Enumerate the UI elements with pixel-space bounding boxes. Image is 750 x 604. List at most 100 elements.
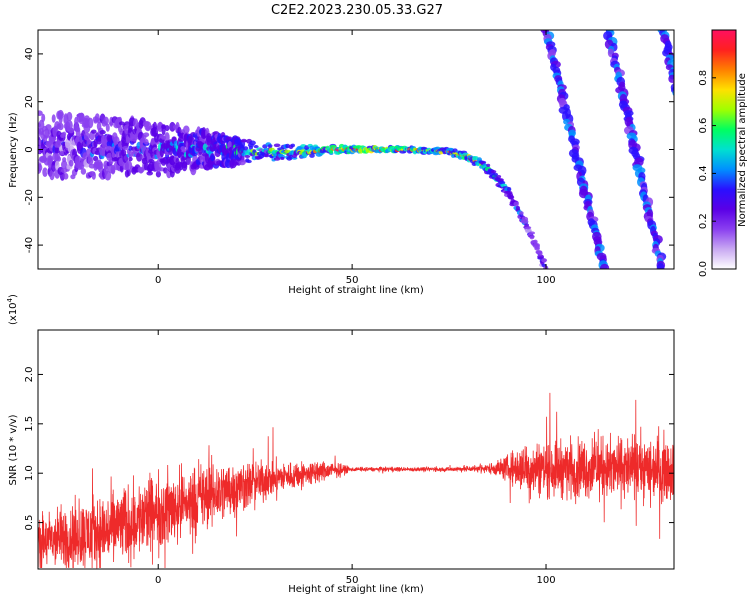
spectrogram-cell	[51, 114, 56, 123]
spectrogram-cell	[57, 111, 64, 117]
spectrogram-cell	[249, 140, 256, 146]
spectrogram-cell	[103, 116, 109, 126]
spectrogram-alias-cell	[686, 144, 693, 150]
spectrogram-cell	[198, 147, 203, 155]
spectrogram-x-tick-label: 0	[155, 275, 161, 286]
spectrogram-cell	[50, 136, 57, 142]
spectrogram-alias-cell	[700, 189, 707, 198]
spectrogram-cell	[169, 121, 176, 132]
snr-y-tick-label: 1.0	[24, 465, 35, 481]
spectrogram-cell	[122, 146, 128, 151]
spectrogram-alias-cell	[656, 263, 665, 269]
spectrogram-y-ticks: -40 -20 0 20 40	[24, 48, 674, 253]
spectrogram-alias-cell	[678, 100, 686, 109]
spectrogram-cell	[499, 180, 506, 185]
spectrogram-cell	[534, 243, 540, 248]
snr-panel: 0 50 100 0.5 1.0 1.5 2.0 Height of straight l…	[6, 294, 675, 595]
spectrogram-cell	[267, 144, 273, 148]
spectrogram-cell	[280, 156, 285, 160]
spectrogram-cell	[290, 143, 295, 148]
spectrogram-cell	[49, 169, 55, 181]
spectrogram-alias-cell	[699, 184, 707, 192]
spectrogram-cell	[264, 153, 269, 158]
colorbar-tick-label: 0.0	[698, 261, 709, 277]
snr-x-label: Height of straight line (km)	[288, 584, 424, 595]
spectrogram-cell	[57, 122, 64, 131]
spectrogram-cell	[80, 168, 87, 175]
spectrogram-cell	[126, 168, 131, 177]
spectrogram-alias-cell	[681, 109, 688, 117]
spectrogram-panel: 0 50 100 -40 -20 0 20 40 Height of straight li…	[8, 29, 711, 296]
spectrogram-cell	[91, 129, 97, 134]
spectrogram-cell	[525, 226, 532, 230]
spectrogram-alias-cell	[698, 195, 707, 204]
spectrogram-cell	[38, 163, 43, 172]
spectrogram-alias-cell	[691, 155, 698, 164]
spectrogram-y-tick-label: 0	[24, 146, 35, 152]
spectrogram-alias-cell	[685, 138, 692, 146]
spectrogram-y-tick-label: 40	[24, 48, 35, 61]
spectrogram-cell	[66, 111, 73, 121]
snr-y-ticks: 0.5 1.0 1.5 2.0	[24, 366, 674, 531]
spectrogram-cell	[513, 201, 519, 207]
spectrogram-x-label: Height of straight line (km)	[288, 285, 424, 296]
spectrogram-cell	[44, 129, 50, 138]
spectrogram-cell	[54, 160, 60, 171]
spectrogram-y-tick-label: -20	[24, 189, 35, 205]
spectrogram-alias-cell	[679, 106, 688, 114]
spectrogram-cell	[41, 113, 46, 123]
spectrogram-cell	[490, 170, 497, 174]
spectrogram-cell	[541, 258, 548, 263]
spectrogram-alias-cell	[689, 149, 698, 158]
spectrogram-cell	[55, 139, 63, 148]
spectrogram-alias-cell	[704, 204, 711, 212]
spectrogram-cell	[243, 146, 249, 151]
spectrogram-cell	[538, 251, 543, 256]
spectrogram-alias-cell	[683, 118, 691, 126]
snr-x-tick-label: 0	[155, 575, 161, 586]
colorbar: 0.0 0.2 0.4 0.6 0.8 Normalized spectral ampl…	[698, 29, 748, 277]
snr-y-tick-label: 2.0	[24, 366, 35, 382]
spectrogram-cell	[309, 153, 315, 158]
spectrogram-cell	[519, 211, 524, 215]
spectrogram-cell	[155, 170, 161, 178]
colorbar-tick-label: 0.8	[698, 70, 709, 86]
spectrogram-cell	[83, 132, 90, 141]
spectrogram-x-tick-label: 100	[536, 275, 555, 286]
spectrogram-alias-cell	[673, 83, 674, 86]
spectrogram-alias-cell	[684, 126, 693, 135]
spectrogram-alias-cell	[682, 129, 691, 137]
snr-frame	[37, 329, 675, 570]
spectrogram-y-tick-label: -40	[24, 237, 35, 253]
spectrogram-alias-cell	[600, 263, 610, 269]
colorbar-tick-label: 0.2	[698, 213, 709, 229]
snr-series-line	[38, 392, 674, 569]
spectrogram-cell	[128, 150, 133, 158]
spectrogram-x-ticks: 0 50 100	[155, 30, 556, 286]
spectrogram-alias-cell	[702, 193, 709, 201]
spectrogram-cell	[529, 235, 535, 240]
spectrogram-alias-cell	[690, 146, 697, 156]
spectrogram-cell	[62, 131, 67, 137]
spectrogram-cell	[273, 143, 281, 148]
spectrogram-cell	[521, 216, 529, 222]
spectrogram-alias-cell	[691, 153, 698, 160]
spectrogram-cell	[152, 121, 157, 131]
spectrogram-cell	[528, 231, 536, 235]
snr-y-multiplier: (x104)	[6, 294, 19, 325]
spectrogram-cell	[98, 161, 104, 170]
spectrogram-cell	[253, 145, 259, 149]
spectrogram-cell	[47, 155, 54, 163]
snr-x-tick-label: 50	[346, 575, 359, 586]
spectrogram-cell	[78, 112, 85, 121]
spectrogram-y-tick-label: 20	[24, 95, 35, 108]
spectrogram-x-tick-label: 50	[346, 275, 359, 286]
spectrogram-alias-cell	[692, 158, 700, 167]
spectrogram-cell	[164, 125, 170, 132]
snr-y-multiplier-exponent: 4	[6, 297, 14, 302]
spectrogram-cell	[329, 150, 334, 154]
spectrogram-cell	[45, 124, 52, 131]
spectrogram-cell	[537, 254, 544, 260]
spectrogram-cell	[533, 239, 538, 245]
